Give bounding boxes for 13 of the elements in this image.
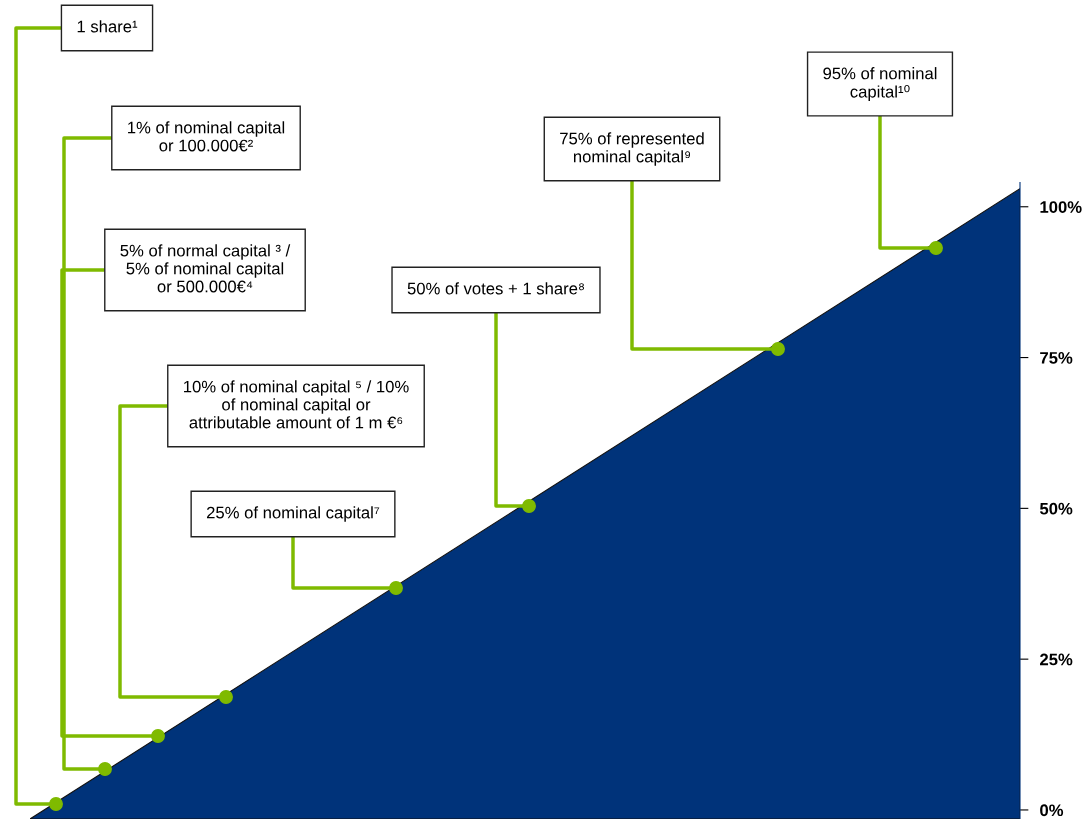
y-tick-label: 0%: [1040, 804, 1064, 817]
y-tick-label: 100%: [1040, 201, 1082, 213]
y-tick-label: 25%: [1040, 653, 1073, 666]
annotation: 25% of nominal capital⁷: [206, 506, 380, 522]
annotation: 50% of votes + 1 share⁸: [407, 282, 584, 295]
annotation: 5% of normal capital ³ / 5% of nominal capital or 500.000€⁴: [120, 244, 291, 293]
text: 75% of represented nominal capital⁹: [560, 132, 704, 166]
text: 95% of nominal capital¹⁰: [823, 67, 937, 101]
y-tick-label: 50%: [1039, 502, 1073, 515]
annotation: 10% of nominal capital ⁵ / 10% of nominal capital or attributable amount of 1 m €⁶: [184, 380, 409, 429]
text: 1% of nominal capital or 100.000€²: [128, 121, 285, 152]
text: 1 share¹: [77, 20, 138, 33]
y-tick-label: 75%: [1040, 352, 1073, 364]
